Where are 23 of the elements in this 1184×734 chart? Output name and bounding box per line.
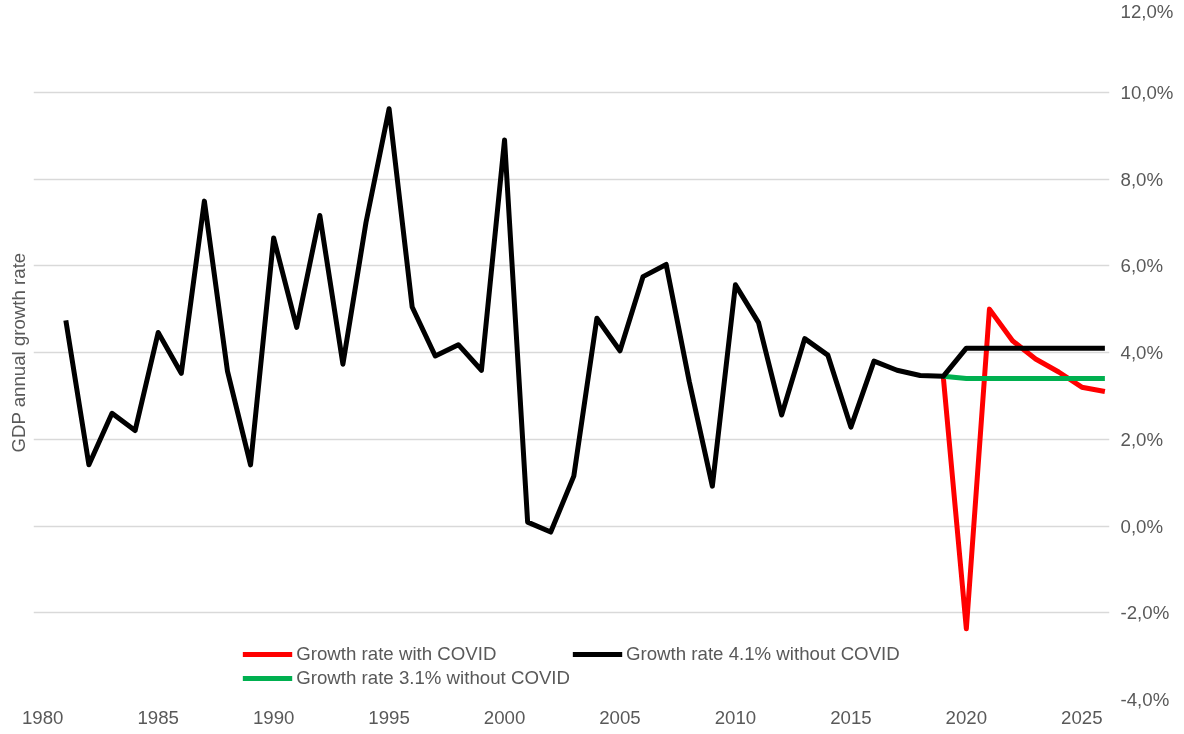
x-tick-label: 2025	[1061, 706, 1103, 728]
x-tick-label: 1995	[368, 706, 410, 728]
y-tick-label: 6,0%	[1120, 255, 1164, 277]
y-tick-label: 10,0%	[1120, 81, 1174, 103]
x-tick-label: 2020	[945, 706, 988, 728]
y-tick-label: 8,0%	[1120, 168, 1164, 190]
x-tick-label: 1985	[137, 706, 179, 728]
x-tick-label: 2000	[483, 706, 526, 728]
y-tick-label: 4,0%	[1120, 342, 1164, 363]
x-tick-label: 2015	[830, 706, 872, 728]
y-tick-label: 2,0%	[1120, 428, 1164, 450]
legend-label: Growth rate with COVID	[296, 643, 497, 665]
legend-label: Growth rate 4.1% without COVID	[626, 643, 900, 665]
x-tick-label: 2010	[714, 706, 757, 728]
x-tick-label: 2005	[599, 706, 641, 728]
x-tick-label: 1980	[21, 706, 64, 728]
y-tick-label: -4,0%	[1120, 689, 1170, 710]
y-tick-label: 12,0%	[1120, 0, 1174, 22]
y-axis-title: GDP annual growth rate	[7, 252, 29, 453]
x-tick-label: 1990	[252, 706, 295, 728]
y-tick-label: 0,0%	[1120, 515, 1164, 537]
y-tick-label: -2,0%	[1120, 602, 1170, 624]
legend-label: Growth rate 3.1% without COVID	[296, 667, 570, 689]
